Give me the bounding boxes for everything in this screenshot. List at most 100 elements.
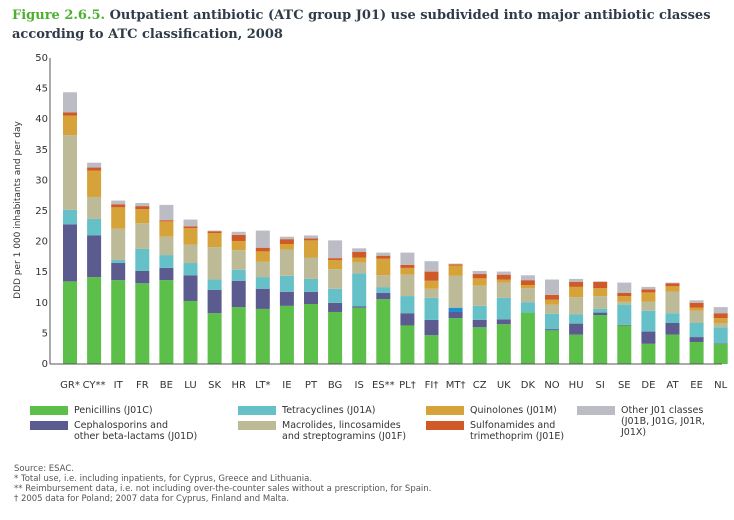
bar-segment	[207, 313, 222, 364]
bar-stack	[135, 203, 150, 364]
legend-item: Quinolones (J01M)	[426, 405, 557, 416]
bar-segment	[713, 307, 728, 314]
x-tick-label: SI	[596, 380, 605, 391]
bar-segment	[304, 304, 318, 364]
y-tick-label: 25	[35, 206, 48, 217]
bar-segment	[352, 262, 367, 274]
bar-segment	[135, 203, 150, 207]
x-tick-label: NL	[714, 380, 727, 391]
bar-segment	[689, 337, 704, 342]
x-tick-label: SK	[208, 380, 221, 391]
x-tick-label: BE	[160, 380, 173, 391]
x-tick-label: PL†	[399, 380, 416, 391]
bar-segment	[328, 240, 343, 259]
bar-segment	[665, 282, 680, 284]
bar-segment	[183, 275, 198, 301]
bar-segment	[641, 310, 656, 332]
x-tick-label: BG	[328, 380, 342, 391]
bar-segment	[279, 305, 294, 364]
bar-segment	[207, 247, 222, 280]
y-tick-label: 10	[35, 298, 48, 309]
bar-segment	[279, 239, 294, 245]
bar-segment	[665, 313, 680, 323]
bar-segment	[87, 218, 102, 236]
bar-segment	[87, 162, 102, 168]
x-tick-label: PT	[305, 380, 318, 391]
bar-stack	[207, 230, 222, 364]
bar-segment	[400, 252, 415, 265]
bar-stack	[641, 286, 656, 364]
bar-segment	[689, 310, 704, 323]
bar-segment	[496, 274, 511, 280]
x-tick-label: AT	[666, 380, 679, 391]
bar-stack	[448, 263, 463, 364]
bar-segment	[569, 278, 584, 282]
y-tick-label: 35	[35, 145, 48, 156]
x-tick-label: DE	[641, 380, 655, 391]
bar-segment	[545, 279, 559, 295]
x-tick-label: GR*	[60, 380, 80, 391]
bar-segment	[593, 281, 608, 289]
x-tick-label: IT	[114, 380, 124, 391]
bar-segment	[231, 250, 246, 270]
bar-segment	[641, 286, 656, 290]
bar-segment	[63, 92, 77, 113]
y-tick-label: 45	[35, 84, 48, 95]
bar-segment	[111, 200, 126, 205]
legend-label: Cephalosporins and other beta-lactams (J…	[74, 420, 198, 442]
bar-segment	[641, 301, 656, 311]
bar-stack	[472, 270, 487, 364]
bar-segment	[617, 301, 632, 305]
bar-stack	[159, 204, 174, 364]
bar-segment	[135, 283, 150, 364]
legend-label: Other J01 classes (J01B, J01G, J01R, J01…	[621, 405, 705, 438]
bar-segment	[665, 334, 680, 364]
bar-segment	[183, 263, 198, 276]
source-note: † 2005 data for Poland; 2007 data for Cy…	[14, 494, 290, 504]
bar-segment	[496, 324, 511, 364]
bar-segment	[328, 269, 343, 289]
bar-segment	[593, 308, 608, 313]
legend-swatch	[238, 421, 276, 430]
bar-segment	[231, 269, 246, 281]
legend-swatch	[30, 406, 68, 415]
bar-stack	[593, 281, 608, 364]
bar-segment	[63, 281, 77, 364]
bar-segment	[111, 280, 126, 364]
y-axis-label: DDD per 1 000 inhabitants and per day	[13, 120, 23, 298]
legend-item: Penicillins (J01C)	[30, 405, 153, 416]
bar-segment	[135, 248, 150, 271]
bar-segment	[713, 343, 728, 364]
bar-segment	[713, 343, 728, 344]
bar-segment	[424, 335, 439, 364]
bar-segment	[400, 267, 415, 275]
x-tick-label: UK	[497, 380, 511, 391]
bar-segment	[159, 204, 174, 221]
x-tick-label: FR	[136, 380, 149, 391]
x-axis: GR* CY** IT FR BE LU SK HR LT* IE PT BG IS ES** PL† FI†…	[50, 363, 728, 391]
bar-segment	[472, 274, 487, 279]
bar-segment	[617, 304, 632, 325]
bar-segment	[617, 293, 632, 297]
y-tick-label: 40	[35, 114, 48, 125]
bar-segment	[689, 302, 704, 308]
bar-segment	[279, 291, 294, 306]
y-tick-label: 30	[35, 175, 48, 186]
bar-stack	[665, 282, 680, 364]
bar-segment	[569, 281, 584, 287]
bar-segment	[183, 300, 198, 364]
bar-segment	[545, 294, 559, 300]
bar-segment	[496, 297, 511, 320]
x-tick-label: NO	[544, 380, 559, 391]
bar-stack	[520, 275, 535, 364]
x-tick-label: SE	[618, 380, 631, 391]
bar-segment	[569, 286, 584, 298]
x-tick-label: ES**	[372, 380, 395, 391]
bar-segment	[448, 311, 463, 319]
bar-segment	[617, 325, 632, 364]
x-tick-label: EE	[690, 380, 703, 391]
bar-segment	[135, 270, 150, 284]
bar-segment	[545, 330, 559, 364]
bar-segment	[352, 252, 367, 258]
bar-segment	[545, 329, 559, 331]
